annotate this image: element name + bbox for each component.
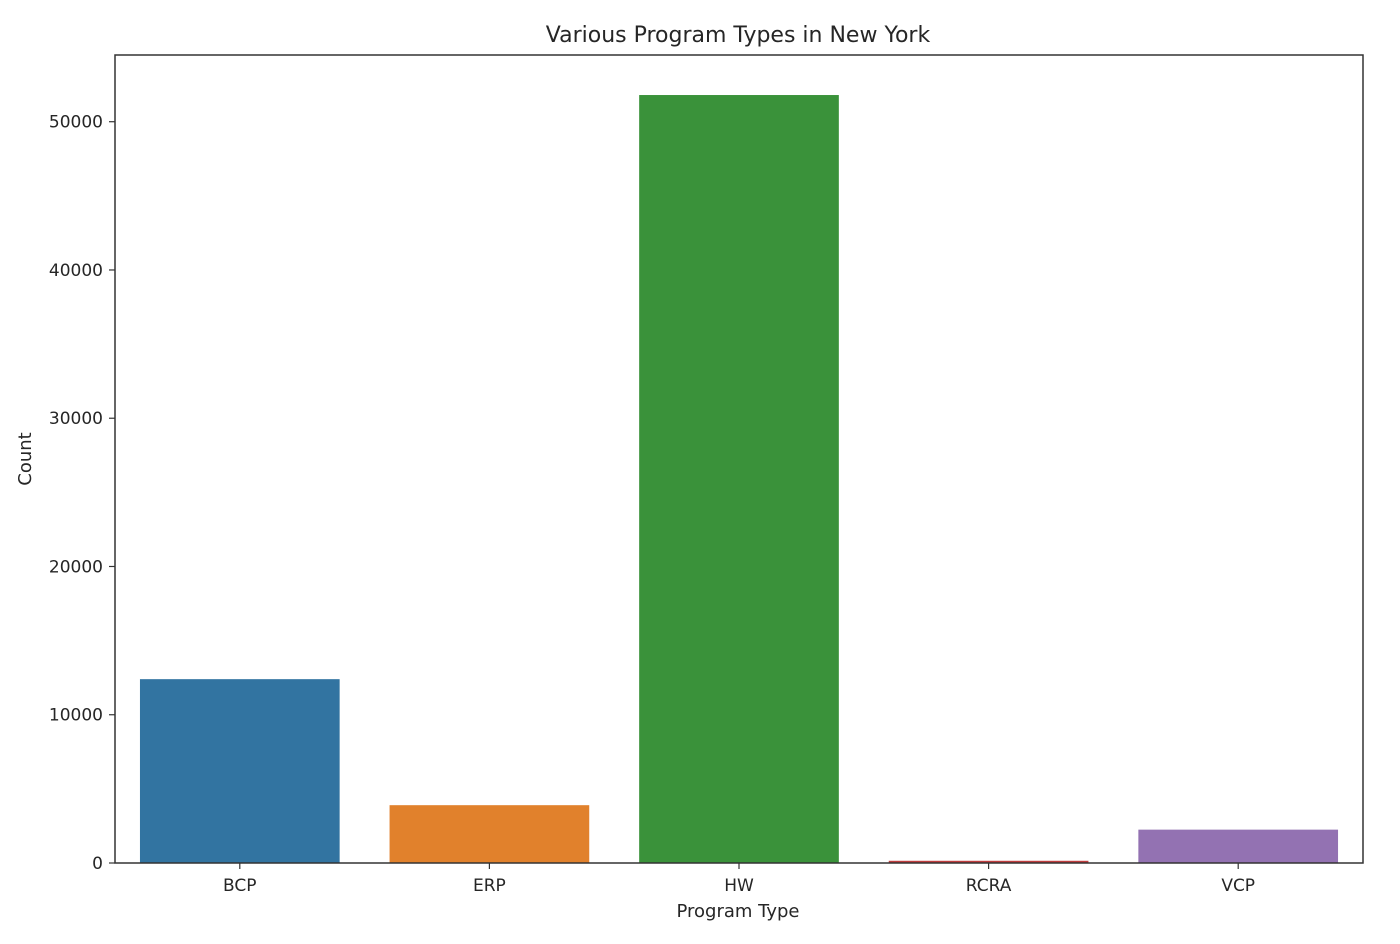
plot-frame bbox=[114, 54, 1364, 864]
x-axis-label: Program Type bbox=[676, 901, 799, 922]
x-tick-label: VCP bbox=[1221, 876, 1255, 896]
bar-vcp bbox=[1138, 829, 1339, 863]
bar-rcra bbox=[888, 860, 1089, 863]
x-tick-label: RCRA bbox=[966, 876, 1012, 896]
y-axis-label: Count bbox=[15, 432, 36, 485]
x-tick-label: BCP bbox=[223, 876, 257, 896]
x-tick-label: HW bbox=[724, 876, 754, 896]
y-tick-label: 30000 bbox=[49, 409, 103, 429]
bar-bcp bbox=[139, 679, 340, 863]
bar-erp bbox=[389, 805, 590, 863]
chart-title: Various Program Types in New York bbox=[546, 23, 931, 48]
y-tick-label: 10000 bbox=[49, 706, 103, 726]
y-tick-label: 0 bbox=[92, 854, 103, 874]
bars-layer bbox=[139, 95, 1339, 863]
y-tick-label: 40000 bbox=[49, 261, 103, 281]
x-tick-label: ERP bbox=[473, 876, 506, 896]
bar-hw bbox=[639, 95, 839, 863]
y-tick-label: 20000 bbox=[49, 557, 103, 577]
y-tick-label: 50000 bbox=[49, 113, 103, 133]
x-axis-ticks: BCP ERP HW RCRA VCP bbox=[223, 863, 1255, 896]
y-axis-ticks: 0 10000 20000 30000 40000 50000 bbox=[49, 113, 115, 874]
